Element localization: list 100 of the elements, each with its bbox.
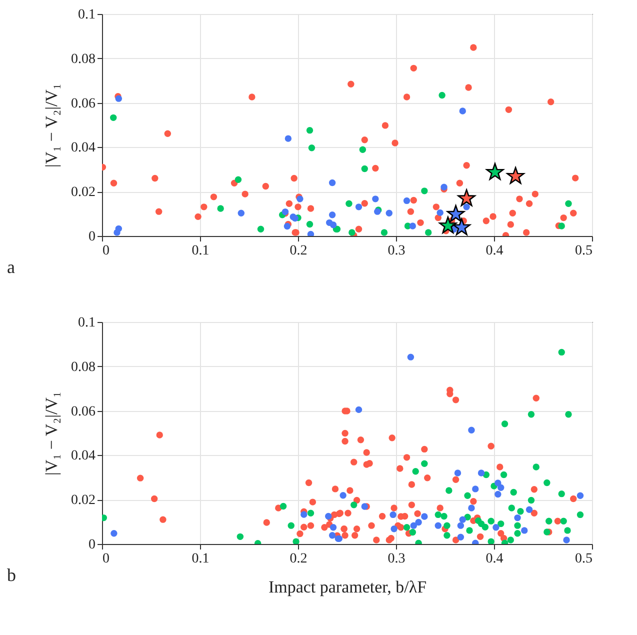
- point: [217, 205, 224, 212]
- point: [463, 204, 470, 210]
- point: [576, 511, 584, 518]
- point: [330, 222, 337, 228]
- point: [348, 229, 356, 236]
- y-tick-label: 0.04: [71, 448, 96, 464]
- point: [464, 492, 471, 499]
- point: [110, 180, 118, 187]
- x-tick-label: 0.3: [388, 552, 406, 566]
- point: [517, 508, 524, 515]
- point: [306, 220, 314, 228]
- point: [488, 518, 494, 524]
- y-tick-label: 0.1: [78, 8, 96, 22]
- point: [434, 511, 442, 518]
- point: [390, 526, 398, 532]
- point: [372, 164, 379, 172]
- point: [454, 470, 462, 476]
- point: [452, 218, 471, 236]
- point: [532, 190, 539, 198]
- point: [507, 221, 514, 228]
- point: [459, 516, 466, 523]
- point: [509, 210, 516, 216]
- point: [472, 486, 479, 492]
- point: [424, 229, 432, 236]
- point: [403, 94, 410, 100]
- x-tick-label: 0.4: [486, 552, 504, 566]
- point: [486, 162, 504, 180]
- point: [238, 210, 245, 216]
- point: [492, 524, 500, 531]
- point: [432, 204, 440, 210]
- point: [194, 213, 202, 220]
- x-tick-label: 0: [102, 244, 110, 258]
- point: [361, 165, 368, 172]
- point: [421, 188, 428, 194]
- y-tick-label: 0.04: [71, 140, 96, 156]
- point: [490, 213, 496, 220]
- point: [307, 510, 314, 516]
- x-tick-label: 0.3: [388, 244, 406, 258]
- point: [403, 524, 410, 531]
- point: [526, 506, 533, 513]
- point: [407, 208, 414, 215]
- point: [508, 504, 515, 512]
- point: [257, 226, 264, 232]
- point: [544, 479, 550, 486]
- point: [526, 200, 533, 207]
- point: [421, 513, 428, 520]
- y-tick-label: 0.1: [78, 316, 96, 330]
- point: [409, 222, 416, 230]
- x-tick-label: 0.2: [290, 552, 308, 566]
- point: [306, 126, 314, 134]
- point: [355, 226, 362, 232]
- y-tick-label: 0: [88, 538, 96, 552]
- point: [458, 189, 476, 206]
- point: [307, 205, 314, 212]
- point: [563, 536, 570, 544]
- point: [248, 94, 256, 100]
- point: [284, 135, 292, 142]
- point: [340, 492, 346, 499]
- point: [292, 538, 300, 544]
- point: [355, 406, 362, 414]
- x-axis-title: Impact parameter, b/λF: [268, 578, 427, 596]
- point: [421, 460, 428, 467]
- point: [576, 492, 584, 499]
- text: a: [7, 257, 15, 277]
- point: [290, 174, 298, 182]
- point: [236, 533, 244, 540]
- point: [410, 522, 417, 529]
- point: [372, 196, 379, 202]
- point: [382, 122, 389, 129]
- x-tick-label: 0.2: [290, 244, 308, 258]
- x-tick-label: 0.4: [486, 244, 504, 258]
- point: [488, 538, 494, 544]
- point: [466, 527, 473, 534]
- point: [359, 146, 366, 153]
- point: [350, 502, 358, 508]
- point: [463, 162, 470, 169]
- point: [403, 197, 410, 204]
- x-tick-label: 0.1: [192, 244, 210, 258]
- point: [439, 216, 457, 234]
- point: [412, 468, 419, 475]
- point: [288, 522, 294, 529]
- point: [308, 144, 316, 152]
- point: [286, 200, 293, 207]
- point: [415, 518, 422, 526]
- x-tick-label: 0.1: [192, 552, 210, 566]
- point: [386, 210, 392, 216]
- point: [498, 520, 504, 528]
- point: [152, 174, 158, 182]
- y-axis-title: |V₁ − V₂|/V₁: [42, 392, 61, 476]
- point: [436, 209, 444, 216]
- point: [501, 420, 508, 428]
- point: [456, 180, 464, 187]
- point: [457, 522, 464, 529]
- point: [478, 470, 485, 476]
- point: [155, 208, 162, 215]
- point: [390, 511, 396, 518]
- point: [438, 92, 446, 99]
- point: [380, 229, 388, 236]
- point: [102, 514, 108, 522]
- point: [410, 196, 417, 204]
